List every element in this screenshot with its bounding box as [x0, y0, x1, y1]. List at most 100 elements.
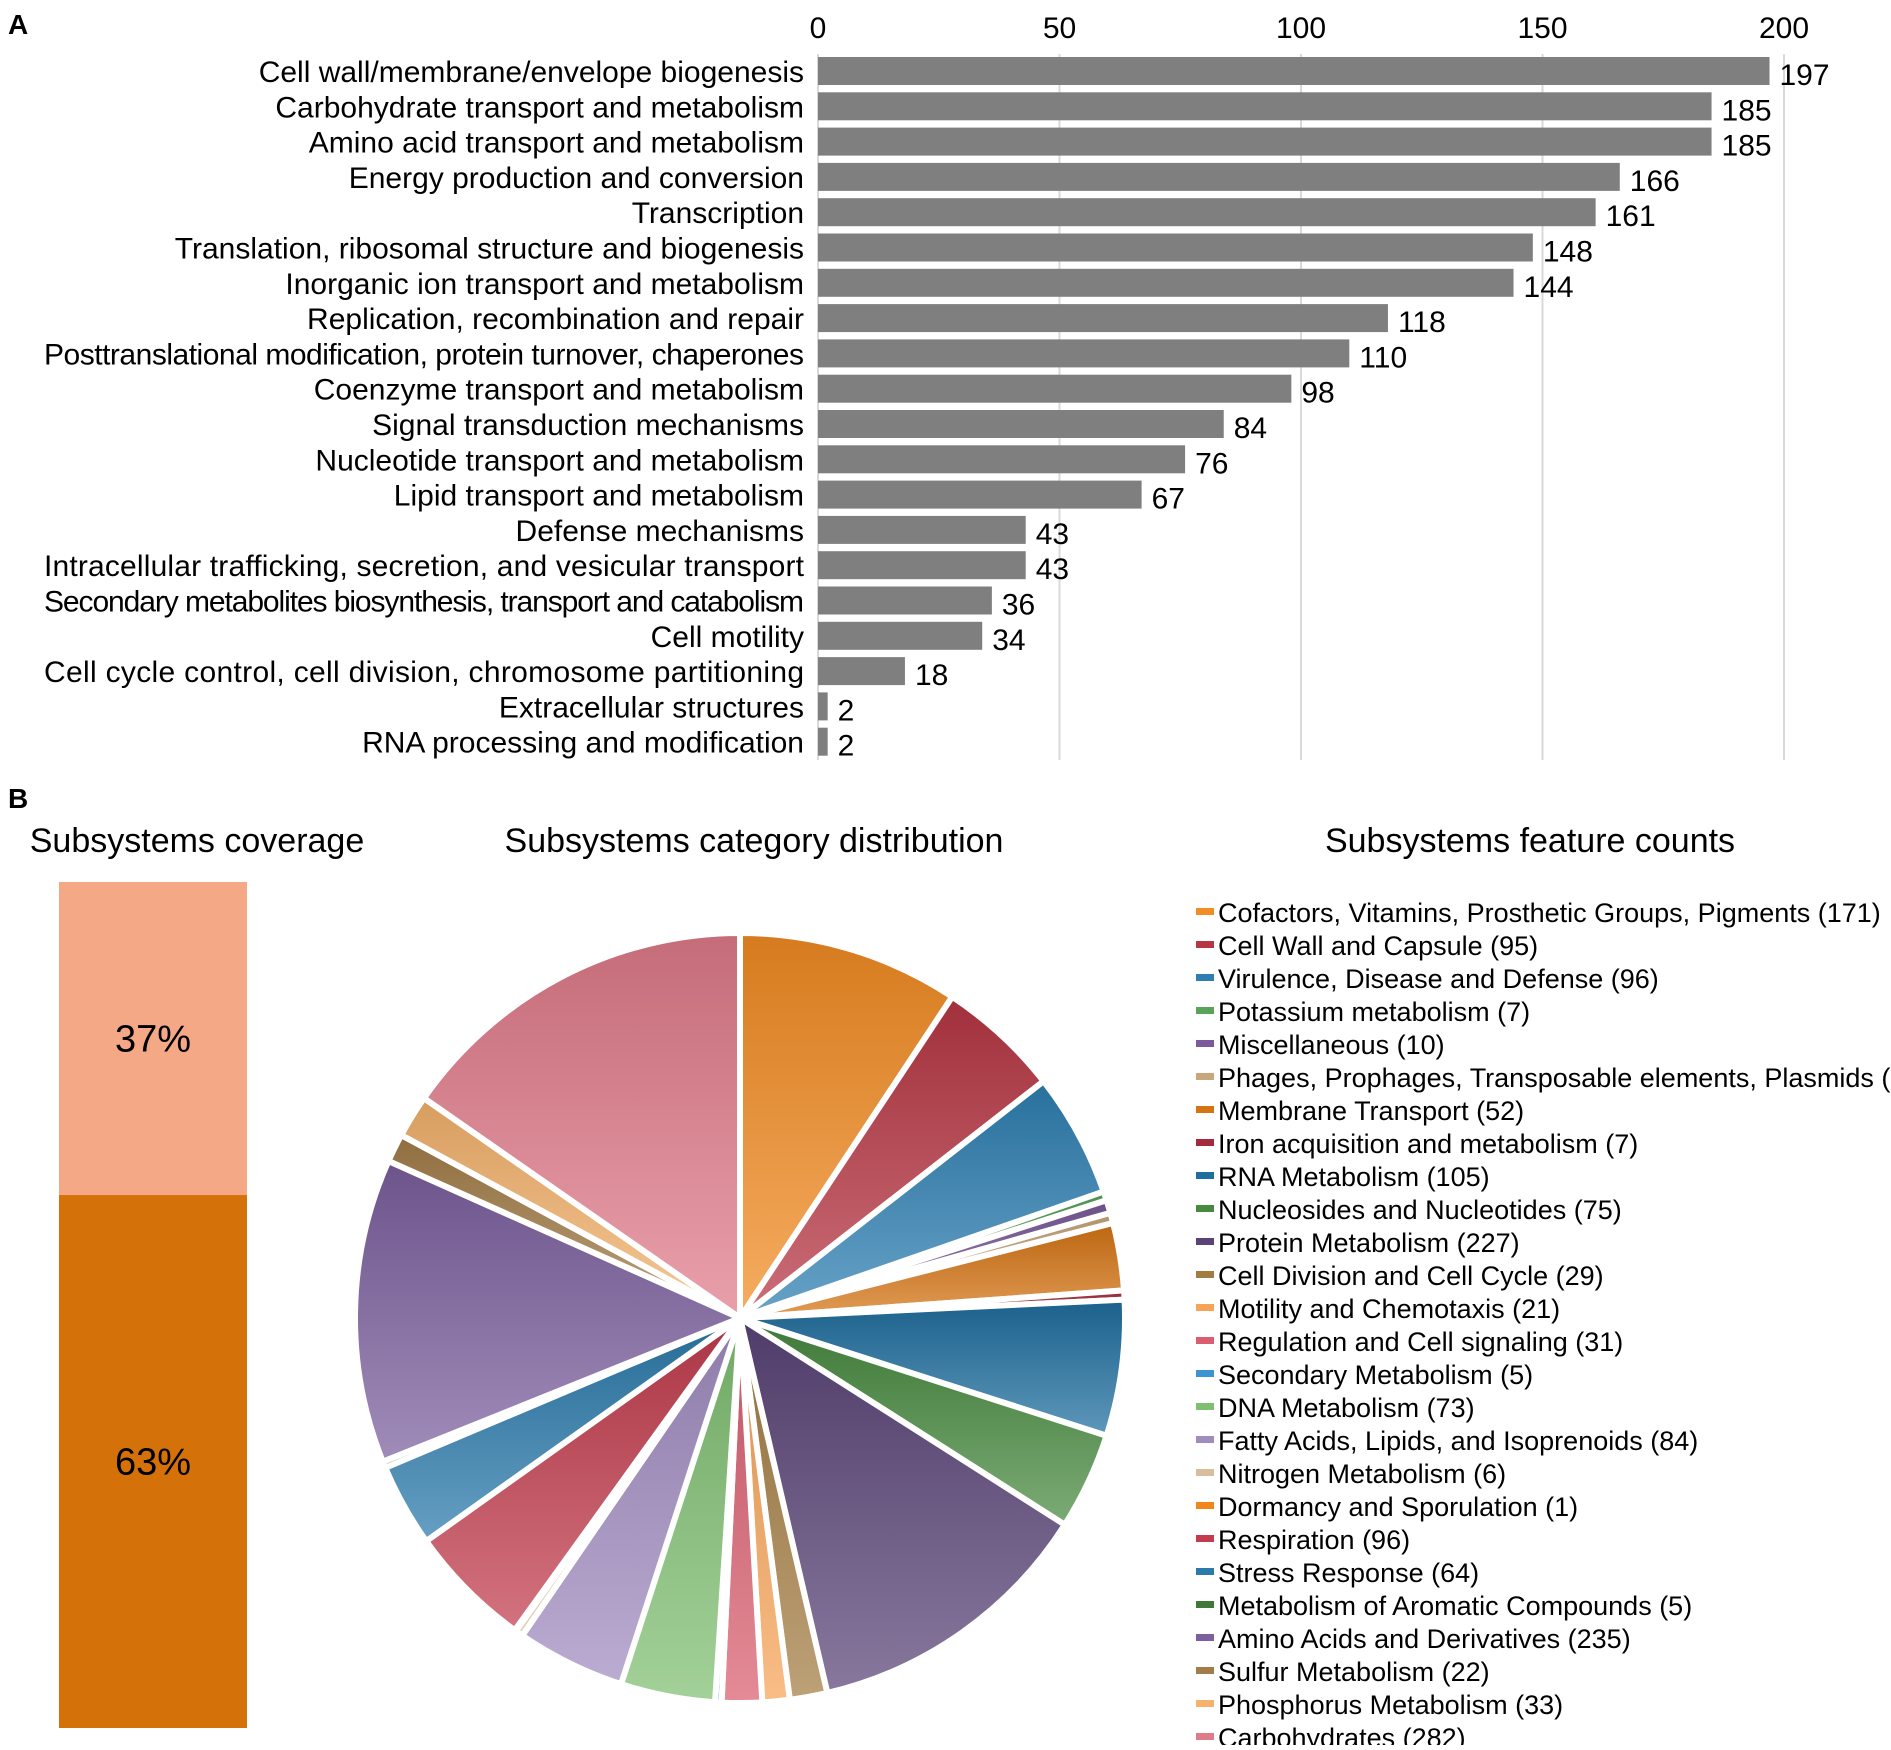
- bar-value-label: 43: [1036, 553, 1069, 586]
- legend-entry: Dormancy and Sporulation (1): [1218, 1492, 1578, 1522]
- bar: [818, 410, 1224, 438]
- legend-swatch: [1196, 1040, 1214, 1047]
- legend-entry: Amino Acids and Derivatives (235): [1218, 1624, 1631, 1654]
- legend-entry: Phosphorus Metabolism (33): [1218, 1690, 1563, 1720]
- bar: [818, 127, 1712, 156]
- legend-entry: Virulence, Disease and Defense (96): [1218, 964, 1659, 994]
- legend-entry: Phages, Prophages, Transposable elements…: [1218, 1063, 1891, 1093]
- legend-entry: Cell Wall and Capsule (95): [1218, 931, 1538, 961]
- bar: [818, 657, 905, 686]
- category-label: Nucleotide transport and metabolism: [315, 444, 804, 477]
- coverage-segment-label: 63%: [115, 1442, 191, 1484]
- bar-chart: 0 50 100 150 200 Cell wall/membrane/envelope …: [44, 12, 1830, 763]
- bar: [818, 304, 1388, 333]
- legend-entry: RNA Metabolism (105): [1218, 1162, 1490, 1192]
- category-label: Lipid transport and metabolism: [394, 480, 804, 513]
- bar-value-label: 166: [1630, 165, 1680, 198]
- category-label: Secondary metabolites biosynthesis, tran…: [44, 586, 804, 619]
- legend-swatch: [1196, 1634, 1214, 1641]
- legend-entry: Regulation and Cell signaling (31): [1218, 1327, 1623, 1357]
- bar-value-label: 67: [1152, 483, 1185, 516]
- pie-chart: Cofactors, Vitamins, Prosthetic Groups, …: [352, 930, 1128, 1706]
- x-tick-label: 150: [1517, 12, 1567, 45]
- bar: [818, 339, 1350, 368]
- legend-swatch: [1196, 1667, 1214, 1674]
- bar-value-label: 76: [1195, 447, 1228, 480]
- legend-swatch: [1196, 1007, 1214, 1014]
- category-label: Posttranslational modification, protein …: [44, 338, 804, 371]
- legend-swatch: [1196, 1106, 1214, 1113]
- coverage-segment: [59, 882, 247, 1196]
- legend-swatch: [1196, 1469, 1214, 1476]
- category-label: Cell motility: [651, 621, 804, 654]
- bar: [818, 586, 992, 615]
- bar-value-label: 43: [1036, 518, 1069, 551]
- legend-entry: Respiration (96): [1218, 1525, 1410, 1555]
- legend-entry: Motility and Chemotaxis (21): [1218, 1294, 1560, 1324]
- category-label: Replication, recombination and repair: [307, 303, 804, 336]
- legend-swatch: [1196, 1238, 1214, 1245]
- legend-swatch: [1196, 1337, 1214, 1344]
- bar-value-label: 98: [1301, 377, 1334, 410]
- category-label: Amino acid transport and metabolism: [309, 127, 804, 160]
- legend-swatch: [1196, 1139, 1214, 1146]
- bar: [818, 445, 1186, 474]
- bar-value-label: 148: [1543, 236, 1593, 269]
- legend-entry: Sulfur Metabolism (22): [1218, 1657, 1490, 1687]
- bar: [818, 692, 828, 721]
- legend-entry: Miscellaneous (10): [1218, 1030, 1445, 1060]
- bar: [818, 198, 1596, 227]
- x-tick-label: 100: [1276, 12, 1326, 45]
- category-label: Translation, ribosomal structure and bio…: [175, 233, 804, 266]
- pie-slice: Cofactors, Vitamins, Prosthetic Groups, …: [737, 930, 956, 1321]
- category-label: Intracellular trafficking, secretion, an…: [44, 550, 805, 583]
- bar-value-label: 18: [915, 659, 948, 692]
- coverage-title: Subsystems coverage: [30, 822, 365, 860]
- bar-value-label: 197: [1780, 59, 1830, 92]
- legend-entry: Nitrogen Metabolism (6): [1218, 1459, 1506, 1489]
- category-label: Extracellular structures: [499, 691, 804, 724]
- legend-entry: Stress Response (64): [1218, 1558, 1479, 1588]
- bar-value-label: 185: [1722, 130, 1772, 163]
- bar-value-label: 110: [1359, 341, 1407, 374]
- category-label: Transcription: [632, 197, 804, 230]
- legend-swatch: [1196, 1601, 1214, 1608]
- bar: [818, 551, 1026, 580]
- x-tick-label: 0: [810, 12, 827, 45]
- bar: [818, 268, 1514, 297]
- bar: [818, 162, 1620, 191]
- bar-value-label: 2: [838, 730, 855, 763]
- legend-entry: Carbohydrates (282): [1218, 1723, 1466, 1745]
- legend-entry: Cofactors, Vitamins, Prosthetic Groups, …: [1218, 898, 1881, 928]
- bar-value-label: 185: [1722, 94, 1772, 127]
- coverage-segment: [59, 1195, 247, 1728]
- pie-slice: Protein Metabolism: [737, 1315, 1068, 1696]
- x-tick-label: 200: [1759, 12, 1809, 45]
- legend-swatch: [1196, 1172, 1214, 1179]
- legend-swatch: [1196, 1733, 1214, 1740]
- bar-value-label: 2: [838, 694, 855, 727]
- legend-swatch: [1196, 974, 1214, 981]
- x-tick-label: 50: [1043, 12, 1076, 45]
- bar-value-label: 161: [1606, 200, 1656, 233]
- legend-swatch: [1196, 1205, 1214, 1212]
- legend-entry: DNA Metabolism (73): [1218, 1393, 1475, 1423]
- legend-swatch: [1196, 1700, 1214, 1707]
- category-label: Energy production and conversion: [349, 162, 804, 195]
- legend-swatch: [1196, 908, 1214, 915]
- bar: [818, 92, 1712, 121]
- bar-value-label: 84: [1234, 412, 1267, 445]
- bar: [818, 57, 1770, 85]
- bar: [818, 374, 1292, 403]
- legend-title: Subsystems feature counts: [1325, 822, 1735, 860]
- legend-entry: Potassium metabolism (7): [1218, 997, 1530, 1027]
- bar: [818, 621, 983, 650]
- pie-slice: Amino Acids and Derivatives: [352, 1158, 743, 1465]
- legend-swatch: [1196, 1568, 1214, 1575]
- legend: Cofactors, Vitamins, Prosthetic Groups, …: [1196, 898, 1891, 1750]
- legend-entry: Fatty Acids, Lipids, and Isoprenoids (84…: [1218, 1426, 1698, 1456]
- legend-swatch: [1196, 1304, 1214, 1311]
- panel-a-label: A: [8, 9, 28, 40]
- legend-swatch: [1196, 1403, 1214, 1410]
